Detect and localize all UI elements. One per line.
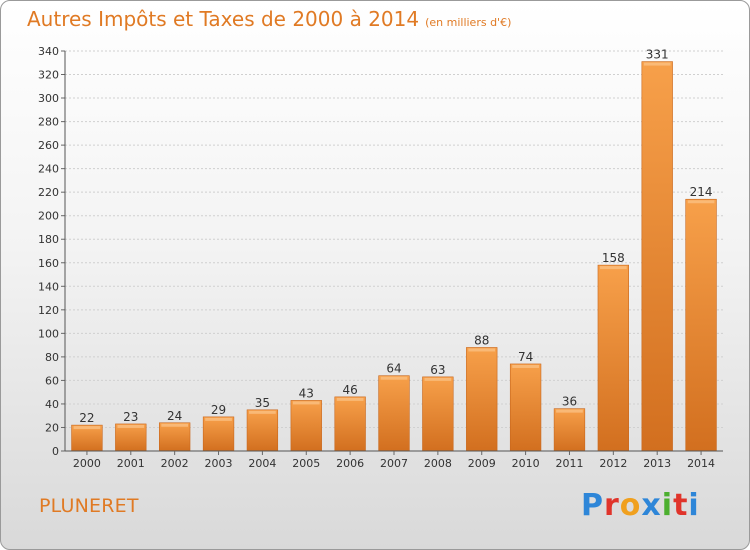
logo-letter: i [688,488,700,523]
chart-subtitle: (en milliers d'€) [425,16,512,29]
y-tick-label: 200 [38,210,59,223]
bar-value-label: 23 [123,410,138,424]
bar [509,363,542,452]
bar [685,198,717,452]
x-tick-label: 2009 [468,457,496,470]
logo-letter: r [604,488,620,523]
x-tick-label: 2005 [292,457,320,470]
bar-value-label: 29 [211,403,226,417]
bar-highlight [161,423,189,427]
bar-value-label: 22 [79,411,94,425]
bar-value-label: 46 [342,383,357,397]
bar-highlight [249,410,276,414]
y-tick-label: 180 [38,233,59,246]
x-tick-label: 2002 [161,457,189,470]
bar [159,422,191,452]
y-tick-label: 240 [38,163,59,176]
bar-highlight [73,426,101,430]
bar [290,400,322,452]
y-tick-label: 20 [45,421,59,434]
y-tick-label: 220 [38,186,59,199]
bar [553,408,586,452]
bar [334,396,366,452]
x-tick-label: 2001 [117,457,145,470]
bar-value-label: 63 [430,363,445,377]
bar-value-label: 158 [602,251,625,265]
bar-highlight [380,376,408,380]
chart-title: Autres Impôts et Taxes de 2000 à 2014 [27,7,420,31]
bar [641,61,673,452]
y-tick-label: 80 [45,351,59,364]
logo-letter: i [661,488,674,523]
bar-value-label: 214 [690,185,713,199]
bar-value-label: 24 [167,409,182,423]
bar [422,376,454,452]
y-tick-label: 320 [38,69,59,82]
bar-highlight [512,364,539,368]
bar-highlight [599,266,627,270]
place-name: PLUNERET [39,495,139,517]
bar-highlight [643,62,671,66]
y-tick-label: 60 [45,374,59,387]
x-tick-label: 2004 [248,457,276,470]
y-tick-label: 100 [38,327,59,340]
bar-value-label: 74 [518,350,533,364]
bar [246,409,279,452]
x-tick-label: 2008 [424,457,452,470]
x-tick-label: 2010 [512,457,540,470]
y-tick-label: 140 [38,280,59,293]
x-tick-label: 2007 [380,457,408,470]
proxiti-logo: Proxiti [581,488,700,523]
bar-highlight [468,348,496,352]
bar-highlight [556,409,583,413]
bar-highlight [687,200,715,204]
bar-value-label: 43 [299,386,314,400]
bar-highlight [424,377,452,381]
x-tick-label: 2014 [687,457,715,470]
bar [202,416,235,452]
bar-highlight [117,424,145,428]
y-tick-label: 260 [38,139,59,152]
bar-value-label: 88 [474,333,489,347]
x-tick-label: 2000 [73,457,101,470]
y-tick-label: 300 [38,92,59,105]
logo-letter: o [619,488,642,523]
x-tick-label: 2012 [599,457,627,470]
bar-highlight [205,417,232,421]
x-tick-label: 2013 [643,457,671,470]
bar-value-label: 36 [562,395,577,409]
bar [115,423,147,452]
logo-letter: t [673,488,689,523]
x-tick-label: 2011 [555,457,583,470]
logo-letter: x [641,488,662,523]
bar [378,375,410,452]
bar-value-label: 35 [255,396,270,410]
x-tick-label: 2006 [336,457,364,470]
bar-highlight [292,401,320,405]
bar-highlight [336,397,364,401]
chart-title-row: Autres Impôts et Taxes de 2000 à 2014 (en… [27,7,511,31]
y-tick-label: 280 [38,116,59,129]
x-tick-label: 2003 [205,457,233,470]
y-tick-label: 340 [38,45,59,58]
y-tick-label: 40 [45,398,59,411]
y-tick-label: 0 [52,445,59,458]
bar-value-label: 331 [646,48,669,62]
bar [597,264,629,452]
bar-value-label: 64 [386,362,401,376]
bar [466,347,498,452]
logo-letter: P [581,488,604,523]
y-tick-label: 120 [38,304,59,317]
y-tick-label: 160 [38,257,59,270]
bar [71,424,103,452]
